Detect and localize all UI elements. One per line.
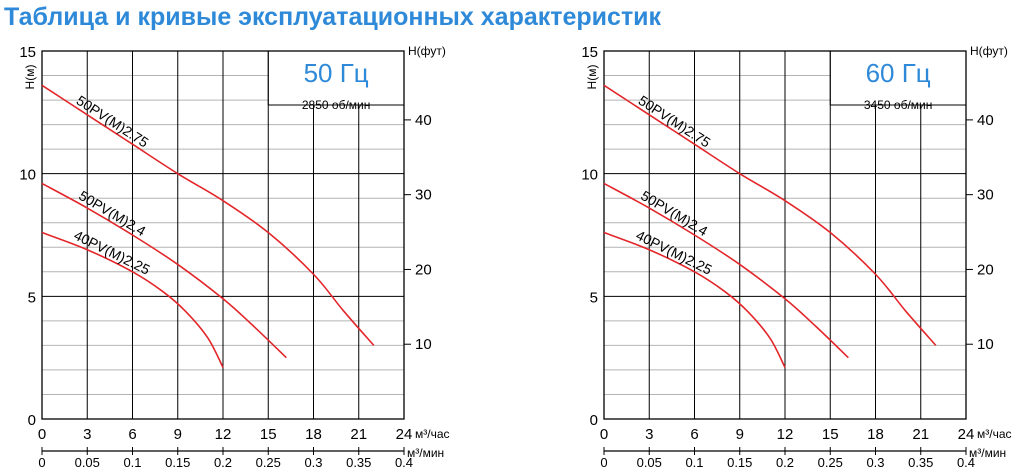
x-tick-label: 0 xyxy=(38,426,46,443)
x-tick-label: 18 xyxy=(867,426,884,443)
y-right-tick-label: 30 xyxy=(415,187,432,204)
y-tick-label: 0 xyxy=(590,412,598,429)
x-secondary-tick-label: 0 xyxy=(38,455,45,468)
speed-label: 3450 об/мин xyxy=(864,98,933,112)
frequency-label: 60 Гц xyxy=(866,58,931,88)
x-tick-label: 12 xyxy=(777,426,794,443)
y-right-axis-label: Н(фут) xyxy=(970,44,1008,58)
legend-box xyxy=(830,51,966,105)
x-secondary-tick-label: 0.2 xyxy=(776,455,794,468)
series-line-50PV(M)2.4 xyxy=(603,182,849,359)
x-tick-label: 24 xyxy=(396,426,413,443)
y-right-axis-label: Н(фут) xyxy=(408,44,446,58)
series-line-50PV(M)2.75 xyxy=(41,84,375,346)
series-label: 50PV(M)2.75 xyxy=(636,92,714,151)
x-tick-label: 21 xyxy=(350,426,367,443)
y-tick-label: 10 xyxy=(19,167,36,184)
x-tick-label: 15 xyxy=(260,426,277,443)
x-secondary-tick-label: 0.05 xyxy=(637,455,662,468)
x-tick-label: 24 xyxy=(958,426,975,443)
x-secondary-tick-label: 0.4 xyxy=(957,455,975,468)
x-secondary-tick-label: 0.35 xyxy=(346,455,371,468)
y-right-tick-label: 20 xyxy=(977,261,994,278)
x-secondary-tick-label: 0.35 xyxy=(908,455,933,468)
x-secondary-tick-label: 0.2 xyxy=(214,455,232,468)
y-tick-label: 15 xyxy=(581,44,598,61)
legend-box xyxy=(268,51,404,105)
x-tick-label: 3 xyxy=(83,426,91,443)
x-secondary-tick-label: 0.4 xyxy=(395,455,413,468)
series-line-50PV(M)2.4 xyxy=(41,182,287,359)
series-line-40PV(M)2.25 xyxy=(603,231,786,368)
y-right-tick-label: 40 xyxy=(977,112,994,129)
page-title: Таблица и кривые эксплуатационных характ… xyxy=(4,3,662,31)
y-tick-label: 5 xyxy=(28,289,36,306)
series-line-50PV(M)2.75 xyxy=(603,84,937,346)
x-secondary-tick-label: 0.1 xyxy=(685,455,703,468)
y-right-tick-label: 10 xyxy=(415,336,432,353)
x-secondary-tick-label: 0.3 xyxy=(866,455,884,468)
frequency-label: 50 Гц xyxy=(304,58,369,88)
y-right-tick-label: 40 xyxy=(415,112,432,129)
y-tick-label: 5 xyxy=(590,289,598,306)
x-secondary-tick-label: 0.15 xyxy=(727,455,752,468)
x-secondary-tick-label: 0 xyxy=(600,455,607,468)
y-tick-label: 0 xyxy=(28,412,36,429)
x-secondary-tick-label: 0.25 xyxy=(818,455,843,468)
x-tick-label: 0 xyxy=(600,426,608,443)
x-secondary-tick-label: 0.15 xyxy=(165,455,190,468)
x-secondary-tick-label: 0.3 xyxy=(304,455,322,468)
y-axis-label: Н(м) xyxy=(585,65,599,90)
y-right-tick-label: 10 xyxy=(977,336,994,353)
x-secondary-tick-label: 0.1 xyxy=(123,455,141,468)
speed-label: 2850 об/мин xyxy=(302,98,371,112)
x-secondary-axis-label: м³/мин xyxy=(969,446,1006,460)
series-line-40PV(M)2.25 xyxy=(41,231,224,368)
plot-frame xyxy=(41,50,405,420)
y-right-tick-label: 20 xyxy=(415,261,432,278)
x-tick-label: 21 xyxy=(912,426,929,443)
x-tick-label: 3 xyxy=(645,426,653,443)
x-secondary-tick-label: 0.05 xyxy=(75,455,100,468)
x-tick-label: 12 xyxy=(215,426,232,443)
x-tick-label: 6 xyxy=(128,426,136,443)
y-tick-label: 15 xyxy=(19,44,36,61)
y-right-tick-label: 30 xyxy=(977,187,994,204)
x-tick-label: 15 xyxy=(822,426,839,443)
plot-frame xyxy=(603,50,967,420)
x-secondary-tick-label: 0.25 xyxy=(256,455,281,468)
x-axis-label: м³/час xyxy=(415,427,450,441)
x-tick-label: 9 xyxy=(736,426,744,443)
x-secondary-axis-label: м³/мин xyxy=(407,446,444,460)
x-tick-label: 9 xyxy=(174,426,182,443)
y-tick-label: 10 xyxy=(581,167,598,184)
y-axis-label: Н(м) xyxy=(23,65,37,90)
x-tick-label: 18 xyxy=(305,426,322,443)
x-tick-label: 6 xyxy=(690,426,698,443)
x-axis-label: м³/час xyxy=(977,427,1012,441)
